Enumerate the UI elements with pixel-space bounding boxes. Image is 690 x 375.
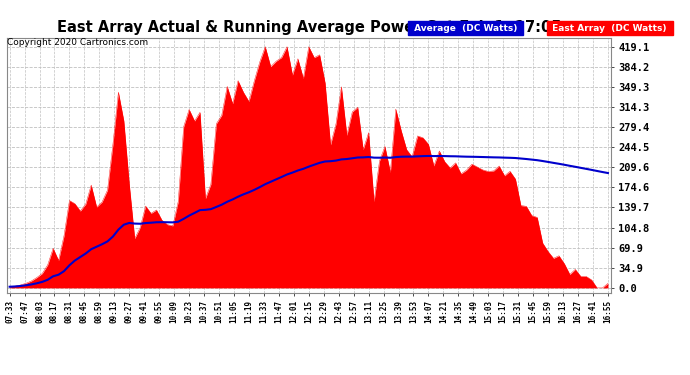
- Title: East Array Actual & Running Average Power Sat Feb 1  17:05: East Array Actual & Running Average Powe…: [57, 20, 561, 35]
- Text: East Array  (DC Watts): East Array (DC Watts): [549, 24, 670, 33]
- Text: Copyright 2020 Cartronics.com: Copyright 2020 Cartronics.com: [7, 38, 148, 47]
- Text: Average  (DC Watts): Average (DC Watts): [411, 24, 520, 33]
